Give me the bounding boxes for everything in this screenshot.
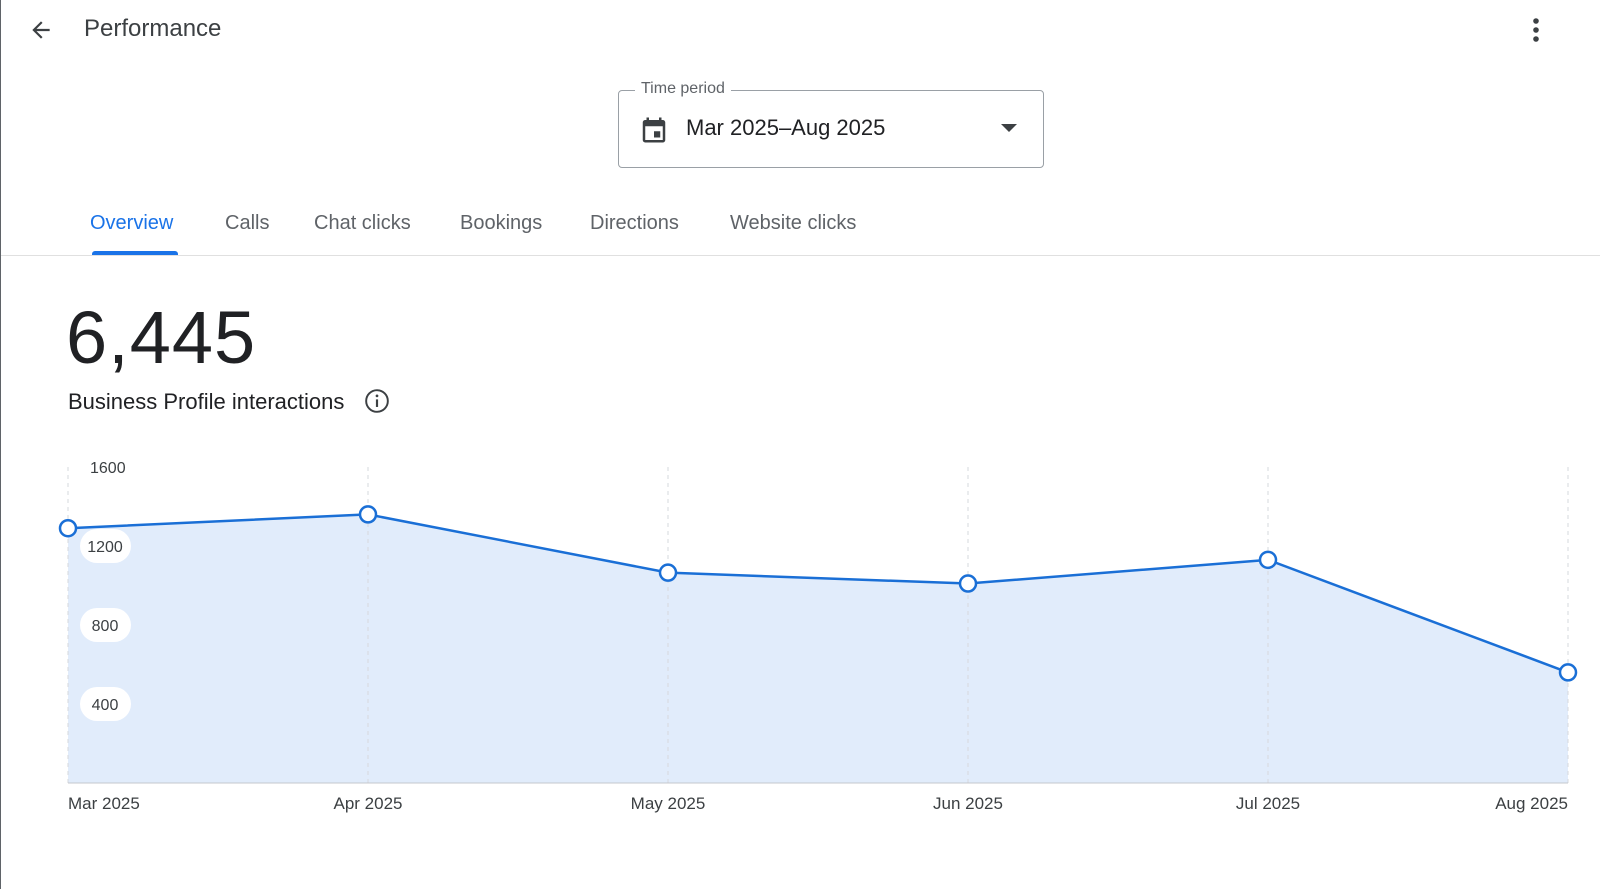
x-tick-label: Jul 2025 — [1236, 794, 1300, 813]
total-interactions-value: 6,445 — [66, 296, 257, 379]
data-point — [958, 574, 978, 593]
y-tick-label: 1200 — [87, 539, 123, 556]
x-tick-label: Apr 2025 — [334, 794, 403, 813]
back-button[interactable] — [23, 12, 59, 48]
total-interactions-label: Business Profile interactions — [68, 389, 345, 414]
series-line — [67, 513, 1569, 674]
y-tick-label: 400 — [92, 697, 119, 714]
arrow-left-icon — [32, 21, 50, 39]
y-tick-pill — [80, 529, 131, 563]
tab-bar: Overview Calls Chat clicks Bookings Dire… — [1, 196, 1600, 256]
x-tick-label: Jun 2025 — [933, 794, 1003, 813]
x-tick-label: May 2025 — [631, 794, 706, 813]
page-title: Performance — [84, 15, 222, 42]
tab-calls[interactable]: Calls — [225, 212, 270, 234]
x-tick-label: Mar 2025 — [68, 794, 140, 813]
data-point — [1258, 550, 1278, 570]
time-period-label: Time period — [635, 80, 731, 98]
tab-website-clicks[interactable]: Website clicks — [730, 212, 857, 234]
dropdown-caret-icon — [1001, 124, 1017, 132]
data-point — [58, 518, 78, 538]
tab-directions[interactable]: Directions — [590, 212, 679, 234]
time-period-value: Mar 2025–Aug 2025 — [686, 115, 886, 140]
header: Performance — [1, 0, 1600, 60]
more-options-button[interactable] — [1520, 12, 1552, 48]
info-icon[interactable] — [364, 388, 390, 414]
data-point — [1558, 663, 1578, 682]
more-vert-icon — [1533, 18, 1539, 42]
active-tab-indicator — [92, 251, 178, 255]
y-tick-label: 800 — [92, 618, 119, 635]
tab-chat-clicks[interactable]: Chat clicks — [314, 212, 411, 234]
y-tick-label: 1600 — [90, 460, 126, 477]
data-point — [358, 505, 378, 524]
y-tick-pill — [80, 608, 131, 642]
y-tick-pill — [80, 687, 131, 721]
x-tick-label: Aug 2025 — [1495, 794, 1568, 813]
tab-overview[interactable]: Overview — [90, 212, 174, 234]
calendar-icon — [642, 117, 666, 143]
interactions-chart: 1600 1200 800 400 Mar 2025 Apr 2025 May 2025 Ju… — [1, 455, 1600, 815]
time-period-select[interactable]: Time period Mar 2025–Aug 2025 — [618, 80, 1044, 168]
area-fill — [68, 514, 1568, 783]
data-point — [658, 563, 678, 582]
tab-bookings[interactable]: Bookings — [460, 212, 543, 234]
chart-svg: 1600 1200 800 400 Mar 2025 Apr 2025 May 2025 Ju… — [58, 460, 1578, 813]
